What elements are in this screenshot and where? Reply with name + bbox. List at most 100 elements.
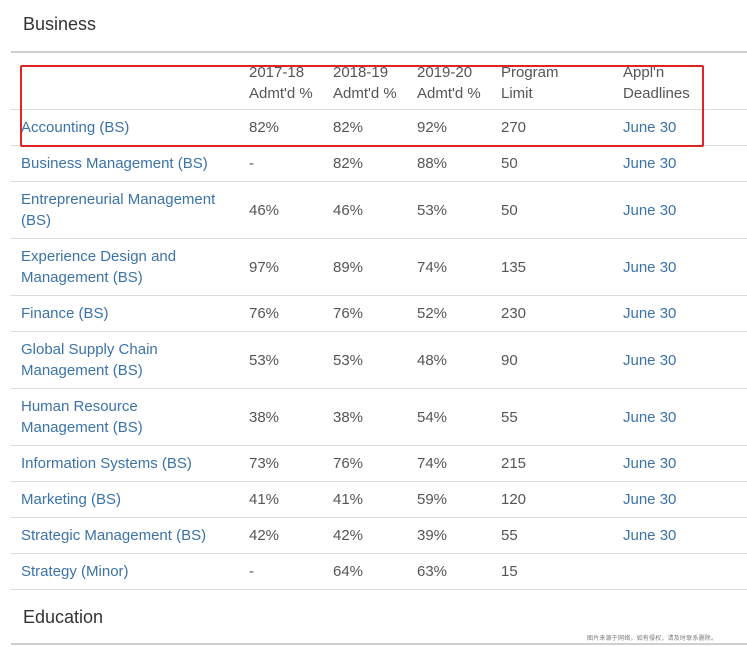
admit-2017-cell: 82% [239,109,323,146]
program-link-marketing[interactable]: Marketing (BS) [21,491,122,508]
deadline-cell: June 30 [613,109,747,146]
program-link-business-management[interactable]: Business Management (BS) [21,155,208,172]
program-name-cell: Information Systems (BS) [11,445,239,482]
deadline-link[interactable]: June 30 [623,527,677,544]
table-row: Entrepreneurial Management (BS) 46% 46% … [11,181,747,239]
header-2018-19-line1: 2018-19 [333,64,389,81]
program-name-cell: Global Supply Chain Management (BS) [11,331,239,389]
header-2018-19-line2: Admt'd % [333,85,397,102]
table-row: Strategy (Minor) - 64% 63% 15 [11,553,747,590]
admissions-table: 2017-18 Admt'd % 2018-19 Admt'd % 2019-2… [11,53,747,590]
admit-2017-cell: 38% [239,388,323,446]
admit-2017-cell: 73% [239,445,323,482]
admit-2019-cell: 52% [407,295,491,332]
program-link-entrepreneurial-management[interactable]: Entrepreneurial Management (BS) [21,191,216,229]
table-row: Information Systems (BS) 73% 76% 74% 215… [11,445,747,482]
table-row: Human Resource Management (BS) 38% 38% 5… [11,388,747,446]
admit-2018-cell: 42% [323,517,407,554]
table-header-row: 2017-18 Admt'd % 2018-19 Admt'd % 2019-2… [11,53,747,110]
deadline-link[interactable]: June 30 [623,455,677,472]
admit-2018-cell: 89% [323,238,407,296]
deadline-cell: June 30 [613,181,747,239]
program-name-cell: Marketing (BS) [11,481,239,518]
program-name-cell: Strategic Management (BS) [11,517,239,554]
admit-2017-cell: 97% [239,238,323,296]
section-title-business: Business [23,14,97,34]
program-link-strategy-minor[interactable]: Strategy (Minor) [21,563,129,580]
admit-2019-cell: 63% [407,553,491,590]
deadline-cell [613,553,747,590]
admit-2018-cell: 82% [323,145,407,182]
table-row: Accounting (BS) 82% 82% 92% 270 June 30 [11,109,747,146]
deadline-cell: June 30 [613,145,747,182]
program-limit-cell: 55 [491,517,613,554]
admit-2017-cell: 53% [239,331,323,389]
program-name-cell: Accounting (BS) [11,109,239,146]
program-limit-cell: 230 [491,295,613,332]
table-row: Experience Design and Management (BS) 97… [11,238,747,296]
admit-2019-cell: 53% [407,181,491,239]
deadline-link[interactable]: June 30 [623,201,677,219]
table-row: Global Supply Chain Management (BS) 53% … [11,331,747,389]
program-name-cell: Entrepreneurial Management (BS) [11,181,239,239]
section-divider [11,643,747,645]
table-row: Marketing (BS) 41% 41% 59% 120 June 30 [11,481,747,518]
header-program [11,53,239,110]
deadline-link[interactable]: June 30 [623,408,677,426]
header-2018-19: 2018-19 Admt'd % [323,53,407,110]
admit-2019-cell: 54% [407,388,491,446]
program-link-finance[interactable]: Finance (BS) [21,305,109,322]
deadline-cell: June 30 [613,238,747,296]
program-link-strategic-management[interactable]: Strategic Management (BS) [21,527,207,544]
header-application-deadlines: Appl'n Deadlines [613,53,747,110]
program-limit-cell: 55 [491,388,613,446]
program-limit-cell: 90 [491,331,613,389]
deadline-link[interactable]: June 30 [623,351,677,369]
deadline-link[interactable]: June 30 [623,258,677,276]
program-name-cell: Human Resource Management (BS) [11,388,239,446]
admit-2018-cell: 46% [323,181,407,239]
admit-2019-cell: 39% [407,517,491,554]
deadline-link[interactable]: June 30 [623,491,677,508]
program-link-accounting[interactable]: Accounting (BS) [21,119,130,136]
table-row: Business Management (BS) - 82% 88% 50 Ju… [11,145,747,182]
admit-2017-cell: 46% [239,181,323,239]
admit-2017-cell: 76% [239,295,323,332]
header-program-limit: Program Limit [491,53,613,110]
program-limit-cell: 215 [491,445,613,482]
deadline-link[interactable]: June 30 [623,119,677,136]
header-2019-20-line1: 2019-20 [417,64,473,81]
program-link-information-systems[interactable]: Information Systems (BS) [21,455,192,472]
deadline-link[interactable]: June 30 [623,305,677,322]
admit-2018-cell: 76% [323,445,407,482]
header-2017-18-line1: 2017-18 [249,64,305,81]
header-2017-18: 2017-18 Admt'd % [239,53,323,110]
admit-2017-cell: 42% [239,517,323,554]
program-link-human-resource[interactable]: Human Resource Management (BS) [21,398,143,436]
admit-2018-cell: 41% [323,481,407,518]
deadline-cell: June 30 [613,445,747,482]
program-name-cell: Finance (BS) [11,295,239,332]
header-2019-20: 2019-20 Admt'd % [407,53,491,110]
admit-2018-cell: 38% [323,388,407,446]
section-divider [11,51,747,53]
program-limit-cell: 15 [491,553,613,590]
program-name-cell: Experience Design and Management (BS) [11,238,239,296]
deadline-link[interactable]: June 30 [623,155,677,172]
program-link-global-supply-chain[interactable]: Global Supply Chain Management (BS) [21,341,158,379]
deadline-cell: June 30 [613,295,747,332]
watermark-text: 图片来源于网络，如有侵权，请及时联系删除。 [587,636,718,642]
program-name-cell: Strategy (Minor) [11,553,239,590]
program-limit-cell: 135 [491,238,613,296]
program-limit-cell: 120 [491,481,613,518]
admit-2019-cell: 59% [407,481,491,518]
admit-2017-cell: 41% [239,481,323,518]
admit-2017-cell: - [239,553,323,590]
program-link-experience-design[interactable]: Experience Design and Management (BS) [21,248,177,286]
admit-2017-cell: - [239,145,323,182]
header-2017-18-line2: Admt'd % [249,85,313,102]
deadline-cell: June 30 [613,481,747,518]
header-program-limit-line2: Limit [501,85,533,102]
admit-2018-cell: 82% [323,109,407,146]
program-limit-cell: 270 [491,109,613,146]
